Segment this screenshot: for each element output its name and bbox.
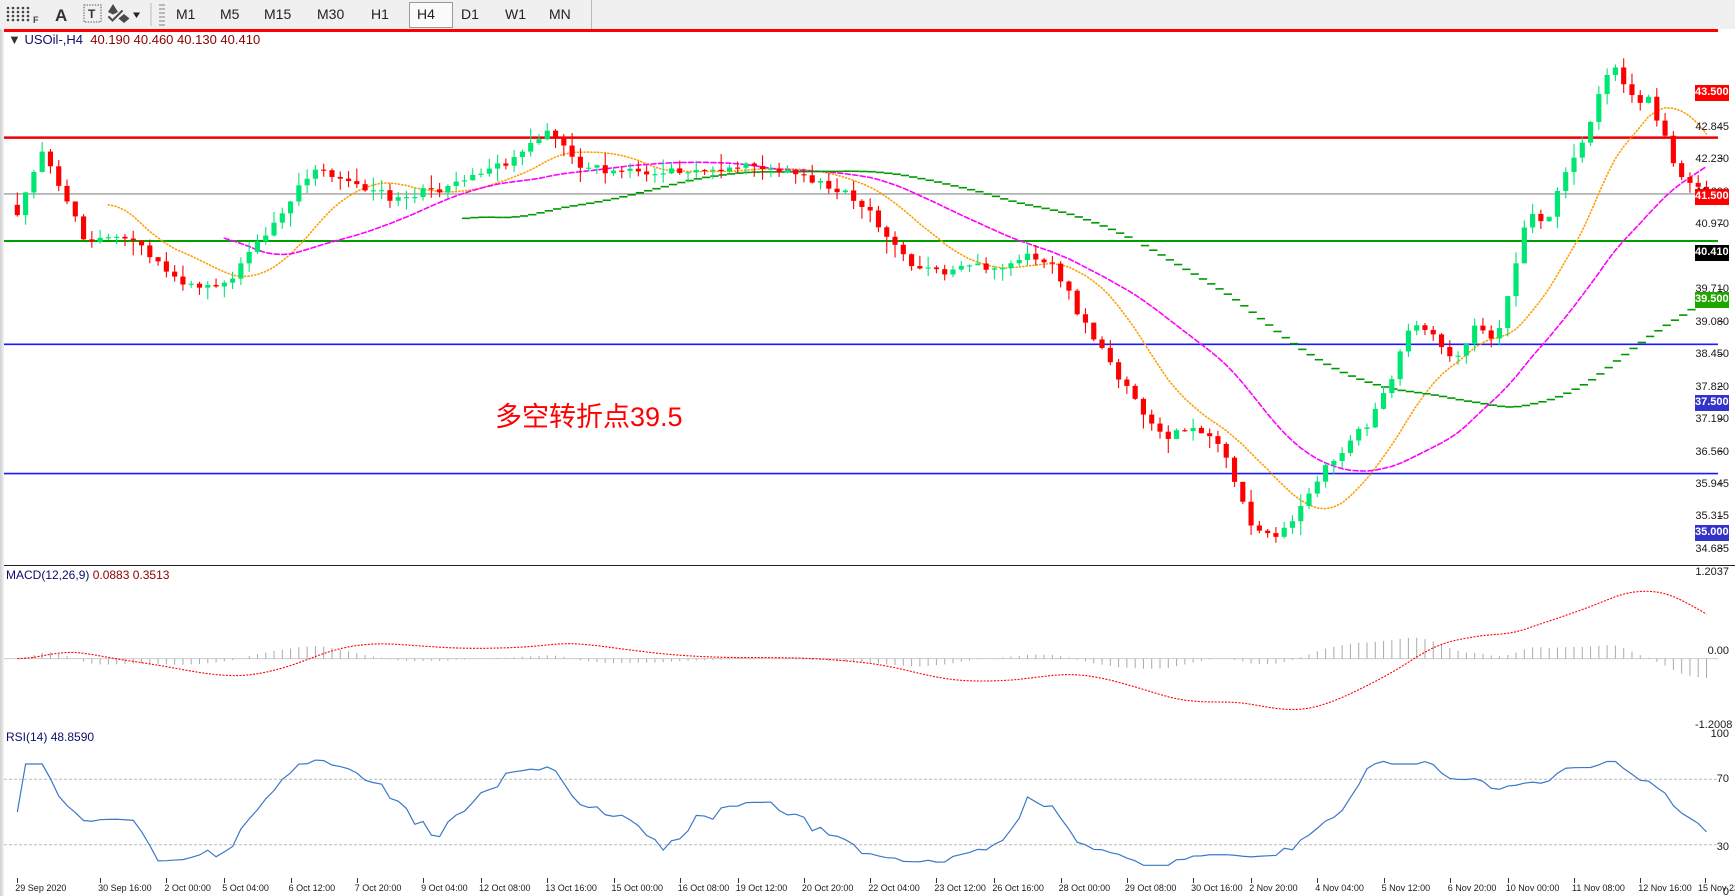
svg-text:A: A bbox=[55, 6, 67, 25]
svg-text:F: F bbox=[33, 15, 39, 25]
svg-text:T: T bbox=[88, 7, 96, 21]
